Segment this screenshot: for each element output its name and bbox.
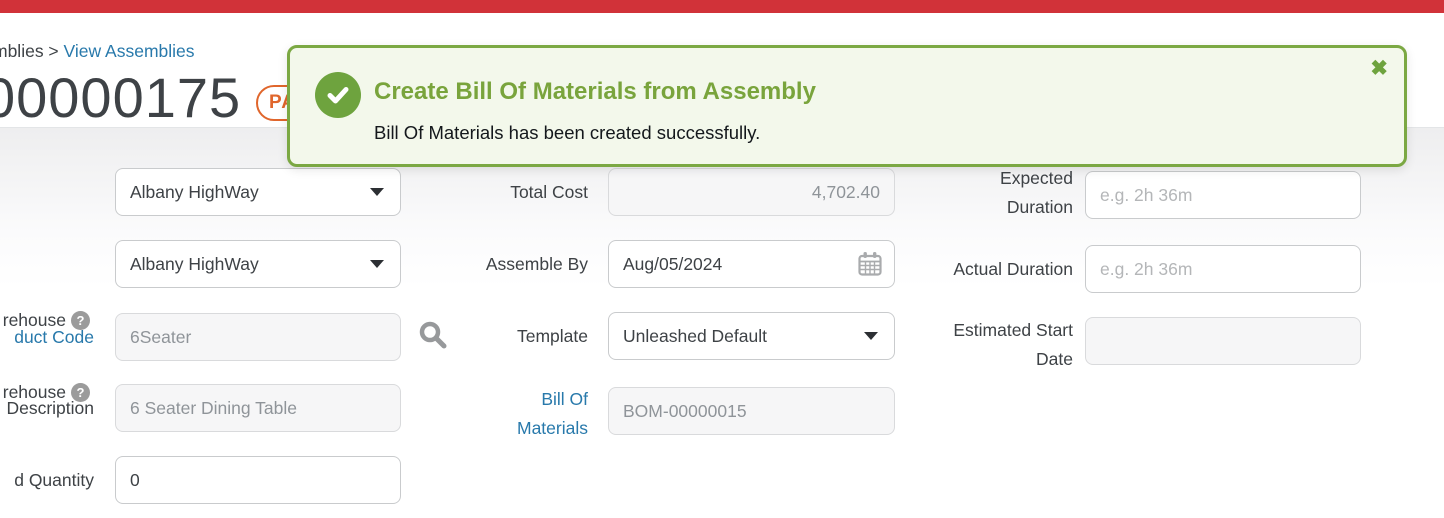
assemble-by-field	[608, 240, 895, 288]
toast-title: Create Bill Of Materials from Assembly	[374, 78, 816, 105]
actual-duration-label: Actual Duration	[953, 259, 1073, 279]
warehouse1-select[interactable]: Albany HighWay	[115, 168, 401, 216]
actual-duration-input[interactable]	[1085, 245, 1361, 293]
description-input	[115, 384, 401, 432]
product-code-input	[115, 313, 401, 361]
estimated-start-date-input	[1085, 317, 1361, 365]
assemble-by-label: Assemble By	[485, 254, 588, 274]
warehouse1-label: rehouse ?	[0, 308, 90, 332]
checkmark-icon	[327, 87, 349, 104]
assemble-by-date-input[interactable]	[608, 240, 895, 288]
success-toast: Create Bill Of Materials from Assembly B…	[287, 45, 1407, 167]
help-icon[interactable]: ?	[71, 310, 90, 330]
quantity-input[interactable]	[115, 456, 401, 504]
template-label: Template	[516, 326, 588, 346]
chevron-down-icon	[864, 332, 878, 340]
warehouse2-select[interactable]: Albany HighWay	[115, 240, 401, 288]
top-app-bar	[0, 0, 1444, 13]
chevron-down-icon	[370, 188, 384, 196]
bill-of-materials-label-link[interactable]: Bill Of Materials	[517, 389, 588, 438]
breadcrumb: mblies > View Assemblies	[0, 41, 195, 62]
calendar-icon[interactable]	[857, 251, 883, 277]
total-cost-label: Total Cost	[510, 182, 588, 202]
page-title-assembly-number: 00000175	[0, 66, 242, 129]
estimated-start-date-label: Estimated Start Date	[953, 320, 1073, 369]
template-select[interactable]: Unleashed Default	[608, 312, 895, 360]
close-icon[interactable]: ✖	[1370, 57, 1388, 80]
total-cost-input	[608, 168, 895, 216]
product-code-label-link[interactable]: duct Code	[14, 327, 94, 347]
help-icon[interactable]: ?	[71, 382, 90, 402]
product-search-button[interactable]	[415, 318, 451, 354]
toast-message: Bill Of Materials has been created succe…	[374, 122, 761, 143]
success-check-circle	[315, 72, 361, 118]
warehouse2-label: rehouse ?	[0, 380, 90, 404]
form-area: rehouse ? Albany HighWay rehouse ? Alban…	[0, 128, 1444, 518]
chevron-down-icon	[370, 260, 384, 268]
expected-duration-input[interactable]	[1085, 171, 1361, 219]
search-icon	[419, 321, 447, 348]
description-label: Description	[6, 398, 94, 418]
bill-of-materials-input	[608, 387, 895, 435]
quantity-label: d Quantity	[14, 470, 94, 490]
breadcrumb-link-view-assemblies[interactable]: View Assemblies	[63, 41, 195, 61]
breadcrumb-trail: mblies >	[0, 41, 59, 61]
expected-duration-label: Expected Duration	[1000, 168, 1073, 217]
